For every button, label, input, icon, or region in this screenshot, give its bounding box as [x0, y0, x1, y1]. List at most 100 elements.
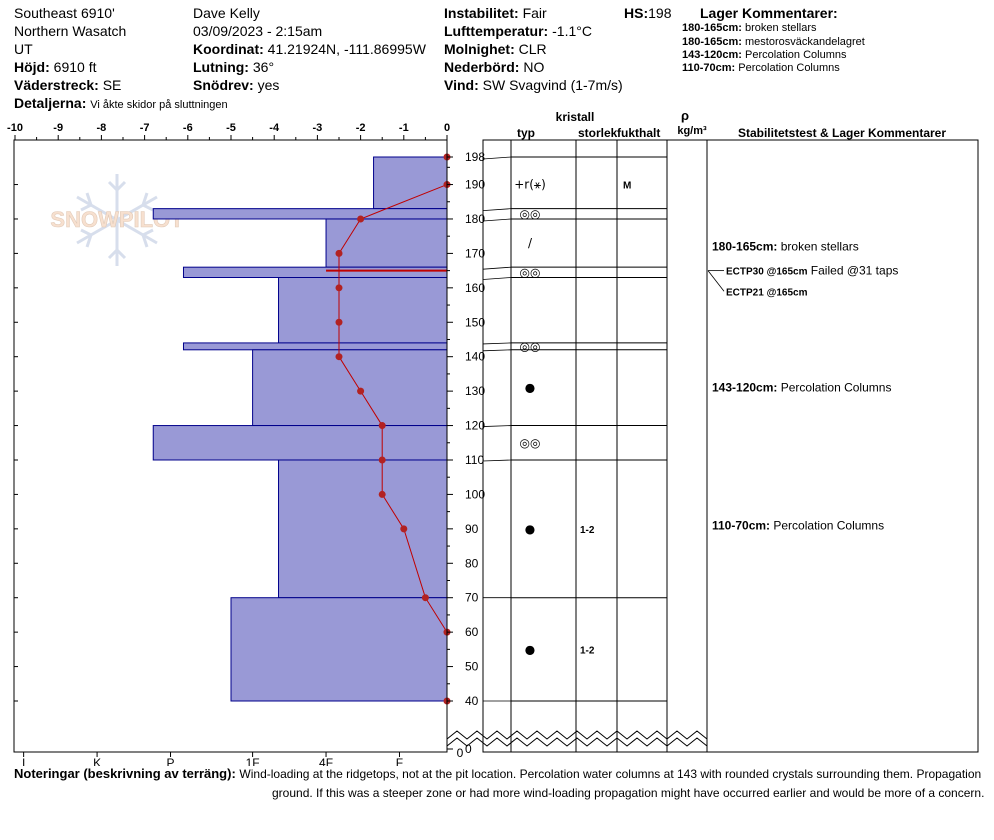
location-line-1: Southeast 6910'	[14, 5, 115, 21]
layer-connector	[482, 218, 512, 222]
stability-comment-text: Percolation Columns	[770, 518, 884, 532]
col-rho-unit: kg/m³	[677, 125, 707, 137]
height-tick-label: 120	[465, 419, 485, 433]
instab-value: Fair	[522, 5, 547, 21]
hardness-tick-label: I	[22, 756, 25, 766]
precip-label: Nederbörd:	[444, 59, 520, 75]
temperature-point	[378, 456, 386, 464]
details-label: Detaljerna:	[14, 95, 87, 111]
height-tick-label: 100	[465, 487, 485, 501]
elevation: Höjd: 6910 ft	[14, 58, 96, 76]
sky: Molnighet: CLR	[444, 40, 547, 58]
notes-line-2: ground. If this was a steeper zone or ha…	[272, 786, 985, 800]
temperature-point	[421, 594, 429, 602]
hardness-bar	[230, 597, 448, 702]
layer-comment-range: 180-165cm:	[682, 36, 742, 48]
stability-comment-bold: 143-120cm:	[712, 381, 777, 395]
col-typ: typ	[517, 126, 535, 140]
height-tick-label: 110	[465, 453, 484, 467]
slope: Lutning: 36°	[193, 58, 274, 76]
height-tick-label: 160	[465, 281, 485, 295]
stability-comment: 110-70cm: Percolation Columns	[712, 518, 884, 532]
temperature-point	[378, 490, 386, 498]
layer-comment: 180-165cm: broken stellars	[682, 22, 817, 35]
crystal-symbol: ◎◎	[520, 207, 541, 221]
stability-comment: ECTP21 @165cm	[726, 287, 808, 298]
hardness-tick-label: 1F	[246, 756, 260, 766]
drift: Snödrev: yes	[193, 76, 279, 94]
height-tick-label: 0	[465, 742, 472, 756]
temp-tick-label: -10	[7, 122, 23, 134]
instab-label: Instabilitet:	[444, 5, 519, 21]
temperature-point	[335, 318, 343, 326]
elevation-label: Höjd:	[14, 59, 50, 75]
drift-label: Snödrev:	[193, 77, 254, 93]
height-tick-label: 140	[465, 350, 485, 364]
hardness-bar	[182, 266, 448, 279]
layer-connector	[482, 277, 512, 280]
height-tick-label: 180	[465, 212, 485, 226]
temperature-point	[335, 249, 343, 257]
col-size: storlek	[578, 126, 618, 140]
temp-tick-label: -7	[140, 122, 150, 134]
height-tick-label: 70	[465, 591, 479, 605]
hardness-tick-label: F	[396, 756, 403, 766]
height-tick-label: 50	[465, 660, 479, 674]
airtemp-label: Lufttemperatur:	[444, 23, 549, 39]
height-tick-label: 80	[465, 556, 479, 570]
col-moisture: fukthalt	[617, 126, 660, 140]
temp-tick-label: -8	[97, 122, 107, 134]
notes-line-1: Wind-loading at the ridgetops, not at th…	[239, 767, 982, 781]
hardness-bar	[152, 208, 448, 220]
layer-comment: 143-120cm: Percolation Columns	[682, 49, 847, 62]
hardness-bar	[325, 218, 448, 268]
details-value: Vi åkte skidor på sluttningen	[90, 99, 228, 111]
temperature-point	[357, 215, 365, 223]
layer-comment-range: 180-165cm:	[682, 22, 742, 34]
crystal-symbol: ●	[525, 642, 535, 656]
col-kristall: kristall	[556, 110, 595, 124]
layer-comment-text: broken stellars	[745, 22, 817, 34]
hardness-tick-label: 4F	[319, 756, 333, 766]
temp-tick-label: -4	[269, 122, 280, 134]
layer-connector	[482, 342, 512, 345]
layer-connector	[482, 208, 512, 212]
layer-connector	[482, 266, 512, 270]
stability-comment: 180-165cm: broken stellars	[712, 240, 859, 254]
snowpilot-logo: SNOWPILOT	[50, 174, 184, 266]
temp-tick-label: -1	[399, 122, 409, 134]
location-line-3: UT	[14, 41, 33, 57]
stability-comment-text: Percolation Columns	[777, 381, 891, 395]
axis-labels: -10 -9 -8 -7 -6 -5 -4 -3 -2 -1 0I K P 1F 4F F1981901801…	[7, 108, 946, 766]
stability-comment-text: Failed @31 taps	[807, 264, 898, 278]
datetime: 03/09/2023 - 2:15am	[193, 23, 323, 39]
elevation-value: 6910 ft	[53, 59, 97, 75]
temp-tick-label: -2	[356, 122, 366, 134]
scale-break	[446, 730, 708, 740]
layer-comment-range: 110-70cm:	[682, 62, 736, 74]
crystal-symbol: ◎◎	[520, 339, 541, 353]
notes-label: Noteringar (beskrivning av terräng):	[14, 766, 236, 781]
instability: Instabilitet: Fair	[444, 4, 547, 22]
stability-comment-text: broken stellars	[777, 240, 858, 254]
bottom-zero-label: 0	[457, 746, 464, 760]
crystal-moisture: M	[623, 181, 631, 192]
temp-tick-label: -6	[183, 122, 193, 134]
table-frame	[482, 139, 979, 753]
hardness-tick-label: K	[93, 756, 101, 766]
temperature-point	[335, 353, 343, 361]
height-tick-label: 130	[465, 384, 485, 398]
scale-break	[446, 737, 708, 747]
stability-comment: ECTP30 @165cm Failed @31 taps	[726, 264, 898, 278]
layer-comment-text: Percolation Columns	[738, 62, 840, 74]
airtemp-value: -1.1°C	[552, 23, 592, 39]
col-rho: ρ	[681, 108, 689, 123]
col-stability: Stabilitetstest & Lager Kommentarer	[738, 126, 946, 140]
coords-value: 41.21924N, -111.86995W	[267, 41, 426, 57]
hardness-bar	[373, 156, 448, 210]
height-tick-label: 60	[465, 625, 479, 639]
wind-value: SW Svagvind (1-7m/s)	[482, 77, 623, 93]
layer-connector	[482, 156, 512, 160]
temperature-point	[378, 422, 386, 430]
sky-label: Molnighet:	[444, 41, 515, 57]
